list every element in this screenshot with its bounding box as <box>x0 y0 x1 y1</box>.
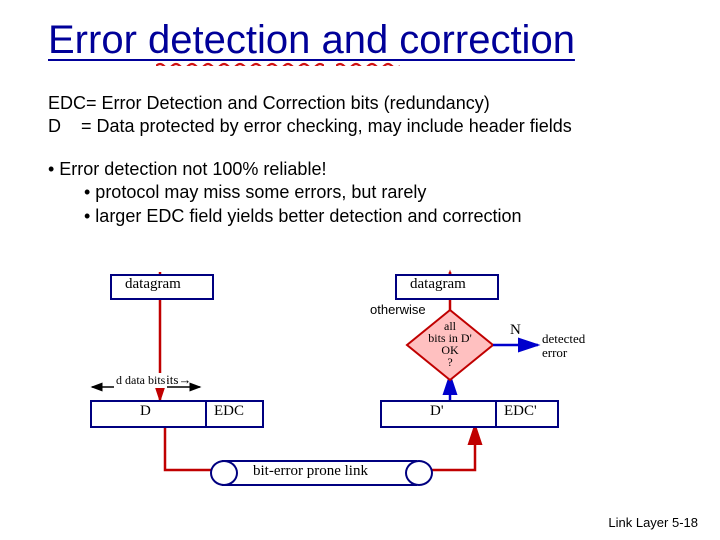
label-otherwise: otherwise <box>370 302 426 317</box>
label-D: D <box>140 403 151 420</box>
decision-l4: ? <box>428 356 472 368</box>
bullets-block: • Error detection not 100% reliable! • p… <box>48 158 522 228</box>
slide-title: Error detection and correction <box>48 18 575 63</box>
def-edc: EDC= Error Detection and Correction bits… <box>48 92 572 115</box>
link-end-left <box>210 460 238 486</box>
label-N: N <box>510 322 521 339</box>
label-Dp: D' <box>430 403 444 420</box>
label-link: bit-error prone link <box>253 463 368 480</box>
bullet-2: • protocol may miss some errors, but rar… <box>84 181 522 204</box>
def-d: D = Data protected by error checking, ma… <box>48 115 572 138</box>
edc-diagram: datagram datagram otherwise all bits in … <box>70 260 650 490</box>
label-decision: all bits in D' OK ? <box>428 320 472 368</box>
bullet-1: • Error detection not 100% reliable! <box>48 158 522 181</box>
label-datagram-left: datagram <box>125 276 181 293</box>
definitions-block: EDC= Error Detection and Correction bits… <box>48 92 572 137</box>
squiggle-icon <box>156 62 324 66</box>
label-EDCp: EDC' <box>504 403 537 420</box>
link-end-right <box>405 460 433 486</box>
squiggle-icon <box>336 62 404 66</box>
label-d-data-bits-text: d data bits <box>114 373 167 388</box>
label-datagram-right: datagram <box>410 276 466 293</box>
label-EDC: EDC <box>214 403 244 420</box>
bullet-3: • larger EDC field yields better detecti… <box>84 205 522 228</box>
label-detected-error: detected error <box>542 332 585 359</box>
footer-pagenum: Link Layer 5-18 <box>608 515 698 530</box>
